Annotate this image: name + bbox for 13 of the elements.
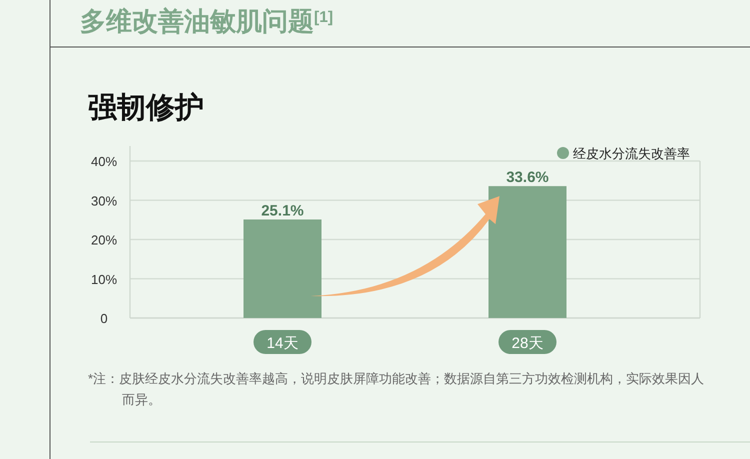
y-tick-label: 0 (100, 311, 108, 326)
x-tick-label: 14天 (266, 335, 298, 352)
legend-label: 经皮水分流失改善率 (573, 146, 690, 161)
chart-title: 强韧修护 (88, 91, 204, 124)
y-tick-label: 40% (90, 154, 118, 169)
text: 33.6% (506, 169, 549, 186)
text: 25.1% (261, 202, 304, 220)
text: 多维改善油敏肌问题$^{[1]}$ (80, 6, 334, 36)
y-tick-label: 30% (90, 193, 118, 208)
text: *注：皮肤经皮水分流失改善率越高，说明皮肤屏障功能改善；数据源自第三方功效检测机构，实际效果因人而异。 (88, 370, 706, 409)
y-tick-label: 10% (90, 272, 118, 287)
x-tick-label: 28天 (512, 335, 544, 352)
y-tick-label: 20% (90, 232, 118, 248)
